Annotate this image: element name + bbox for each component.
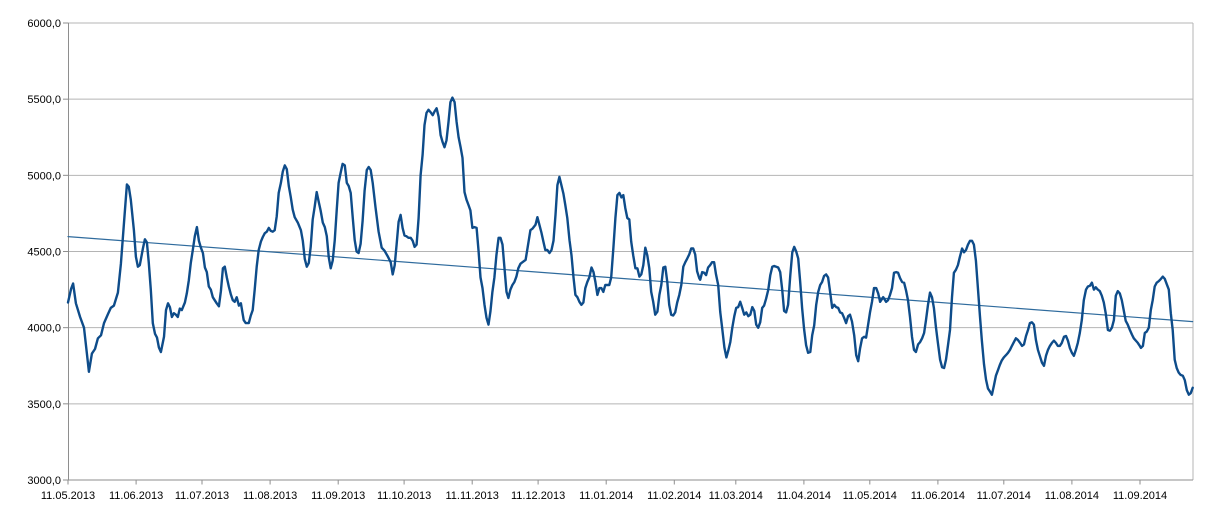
x-axis-tick-label: 11.03.2014 xyxy=(709,490,763,502)
y-axis-tick-label: 5000,0 xyxy=(27,170,61,182)
gridlines-group xyxy=(68,22,1194,480)
x-axis-tick-label: 11.11.2013 xyxy=(445,490,498,502)
x-axis-tick-label: 11.07.2013 xyxy=(175,490,229,502)
x-axis-tick-label: 11.05.2013 xyxy=(41,490,95,502)
x-axis-tick-label: 11.07.2014 xyxy=(977,490,1031,502)
x-axis-tick-label: 11.02.2014 xyxy=(647,490,701,502)
x-axis-tick-label: 11.01.2014 xyxy=(579,490,633,502)
x-axis-tick-label: 11.08.2013 xyxy=(243,490,297,502)
trend-line xyxy=(67,236,1194,323)
y-axis-labels-group: 3000,0 3500,0 4000,0 4500,0 5000,0 5500,0 6000… xyxy=(27,18,61,487)
series-group xyxy=(66,96,1194,396)
data-series-line xyxy=(66,96,1194,396)
y-axis-tick-label: 3000,0 xyxy=(27,475,61,487)
y-axis-tick-label: 4500,0 xyxy=(27,247,61,259)
x-axis-tick-label: 11.04.2014 xyxy=(777,490,831,502)
x-axis-tick-label: 11.08.2014 xyxy=(1045,490,1099,502)
x-axis-tick-label: 11.09.2013 xyxy=(311,490,365,502)
x-axis-tick-label: 11.06.2014 xyxy=(911,490,965,502)
y-axis-tick-label: 6000,0 xyxy=(27,18,61,30)
x-axis-tick-label: 11.06.2013 xyxy=(109,490,163,502)
axes-group xyxy=(63,22,1193,485)
x-axis-tick-label: 11.10.2013 xyxy=(377,490,431,502)
y-axis-tick-label: 3500,0 xyxy=(27,399,61,411)
y-axis-tick-label: 4000,0 xyxy=(27,323,61,335)
x-axis-labels-group: 11.05.2013 11.06.2013 11.07.2013 11.08.2013… xyxy=(41,490,1167,502)
x-axis-tick-label: 11.09.2014 xyxy=(1113,490,1167,502)
x-axis-tick-label: 11.12.2013 xyxy=(511,490,565,502)
x-axis-tick-label: 11.05.2014 xyxy=(843,490,897,502)
y-axis-tick-label: 5500,0 xyxy=(27,94,61,106)
